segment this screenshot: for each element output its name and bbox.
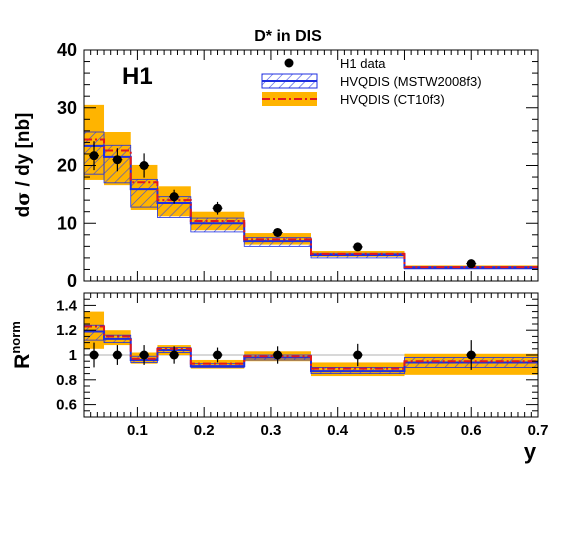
y-tick-label: 40 <box>57 40 77 60</box>
legend-data-marker <box>284 58 294 68</box>
data-point <box>353 242 363 252</box>
sigma-symbol: σ <box>12 192 34 206</box>
data-point <box>466 350 476 360</box>
x-axis-label: y <box>524 439 537 464</box>
data-point <box>273 350 283 360</box>
ratio-panel: 0.6 0.8 1 1.2 1.4 0.1 0.2 0.3 0.4 0.5 0.6 0.7 Rnor… <box>8 292 548 464</box>
data-point <box>112 350 122 360</box>
ct10-histogram-line <box>84 325 538 370</box>
x-tick-labels: 0.1 0.2 0.3 0.4 0.5 0.6 0.7 <box>127 422 548 439</box>
data-point <box>353 350 363 360</box>
x-tick-label: 0.4 <box>327 422 349 439</box>
ratio-y-axis-label: Rnorm <box>8 321 34 369</box>
data-point <box>213 350 223 360</box>
y-tick-label: 0 <box>67 271 77 291</box>
x-tick-label: 0.3 <box>261 422 282 439</box>
y-tick-labels: 0 10 20 30 40 <box>57 40 77 291</box>
legend: H1 data HVQDIS (MSTW2008f3) HVQDIS (CT10… <box>261 56 482 107</box>
data-point <box>89 151 99 161</box>
data-point <box>139 350 149 360</box>
y-tick-label: 30 <box>57 98 77 118</box>
legend-entry-data: H1 data <box>284 56 386 71</box>
y-tick-label: 20 <box>57 156 77 176</box>
data-point <box>112 155 122 165</box>
y-tick-label: 10 <box>57 213 77 233</box>
axis-ticks <box>83 49 539 282</box>
legend-entry-mstw: HVQDIS (MSTW2008f3) <box>261 73 482 89</box>
ratio-y-tick-labels: 0.6 0.8 1 1.2 1.4 <box>56 297 78 413</box>
x-tick-label: 0.1 <box>127 422 148 439</box>
data-point <box>273 227 283 237</box>
legend-entry-ct10: HVQDIS (CT10f3) <box>262 92 445 107</box>
data-point <box>169 350 179 360</box>
ratio-axis-ticks <box>83 292 539 418</box>
ratio-theory-histograms <box>84 325 538 373</box>
x-tick-label: 0.2 <box>194 422 215 439</box>
x-tick-label: 0.6 <box>461 422 482 439</box>
data-point <box>213 203 223 213</box>
y-tick-label: 1.4 <box>56 297 78 314</box>
mstw-band-bin <box>130 178 158 208</box>
cross-section-panel: 0 10 20 30 40 H1 H1 data HVQDIS (MSTW2008f3)… <box>12 40 539 291</box>
legend-ct10-label: HVQDIS (CT10f3) <box>340 92 445 107</box>
data-point <box>139 161 149 170</box>
x-tick-label: 0.5 <box>394 422 415 439</box>
experiment-label: H1 <box>122 63 153 90</box>
ratio-data-points <box>89 340 477 370</box>
legend-mstw-label: HVQDIS (MSTW2008f3) <box>340 74 482 89</box>
plot-title: D* in DIS <box>254 28 322 45</box>
mstw-histogram-line <box>84 330 538 373</box>
y-tick-label: 0.6 <box>56 397 77 414</box>
top-y-axis-label: dσ / dy [nb] <box>12 113 34 218</box>
y-tick-label: 1.2 <box>56 322 77 339</box>
x-tick-label: 0.7 <box>528 422 549 439</box>
y-tick-label: 1 <box>69 347 77 364</box>
data-point <box>466 259 476 269</box>
y-tick-label: 0.8 <box>56 372 77 389</box>
data-point <box>169 192 179 202</box>
legend-data-label: H1 data <box>340 56 386 71</box>
